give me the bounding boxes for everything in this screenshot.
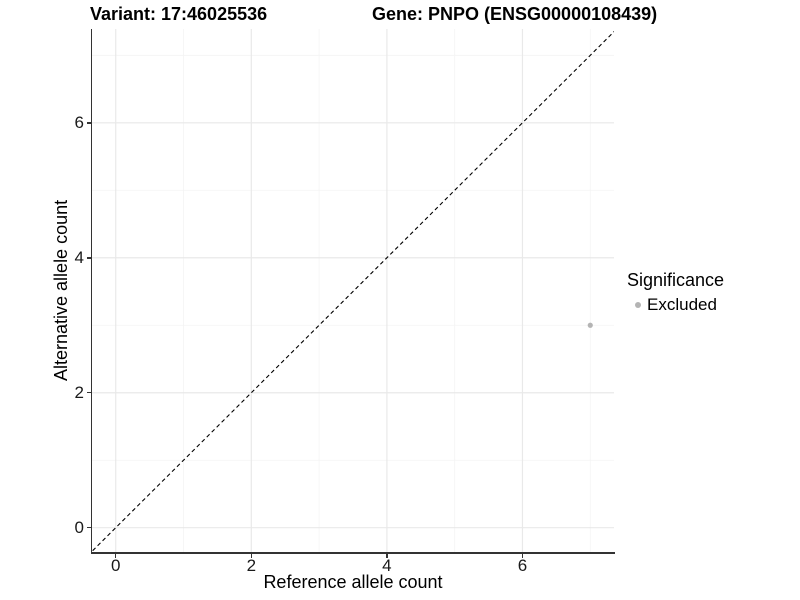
x-tick bbox=[521, 553, 524, 558]
x-tick bbox=[250, 553, 253, 558]
y-tick bbox=[86, 526, 91, 529]
plot-title-variant: Variant: 17:46025536 bbox=[90, 4, 268, 24]
y-tick-label: 2 bbox=[74, 382, 84, 402]
x-tick-label: 4 bbox=[382, 556, 392, 575]
panel-canvas bbox=[92, 29, 614, 552]
legend-entry-label: Excluded bbox=[647, 295, 717, 314]
x-tick bbox=[386, 553, 388, 558]
x-tick-label: 0 bbox=[110, 556, 121, 575]
y-axis-line bbox=[90, 29, 92, 554]
y-tick-label: 4 bbox=[74, 247, 84, 267]
y-tick-label: 0 bbox=[74, 517, 84, 537]
legend-point-icon bbox=[635, 301, 641, 308]
x-axis-title: Reference allele count bbox=[263, 572, 443, 592]
y-tick bbox=[86, 122, 91, 124]
x-tick-label: 2 bbox=[246, 556, 257, 575]
legend-title: Significance bbox=[627, 270, 725, 290]
x-tick bbox=[114, 553, 117, 558]
y-tick bbox=[86, 391, 91, 394]
identity-line bbox=[92, 30, 614, 552]
y-tick-label: 6 bbox=[74, 112, 84, 132]
y-tick bbox=[86, 257, 91, 259]
data-point bbox=[587, 322, 593, 328]
legend: Significance Excluded bbox=[627, 269, 724, 315]
plot-panel bbox=[92, 29, 614, 552]
legend-entry-excluded: Excluded bbox=[627, 294, 724, 315]
x-tick-label: 6 bbox=[517, 556, 528, 575]
plot-title-gene: Gene: PNPO (ENSG00000108439) bbox=[372, 4, 658, 24]
x-axis-line bbox=[90, 552, 615, 554]
y-axis-title: Alternative allele count bbox=[51, 199, 71, 382]
